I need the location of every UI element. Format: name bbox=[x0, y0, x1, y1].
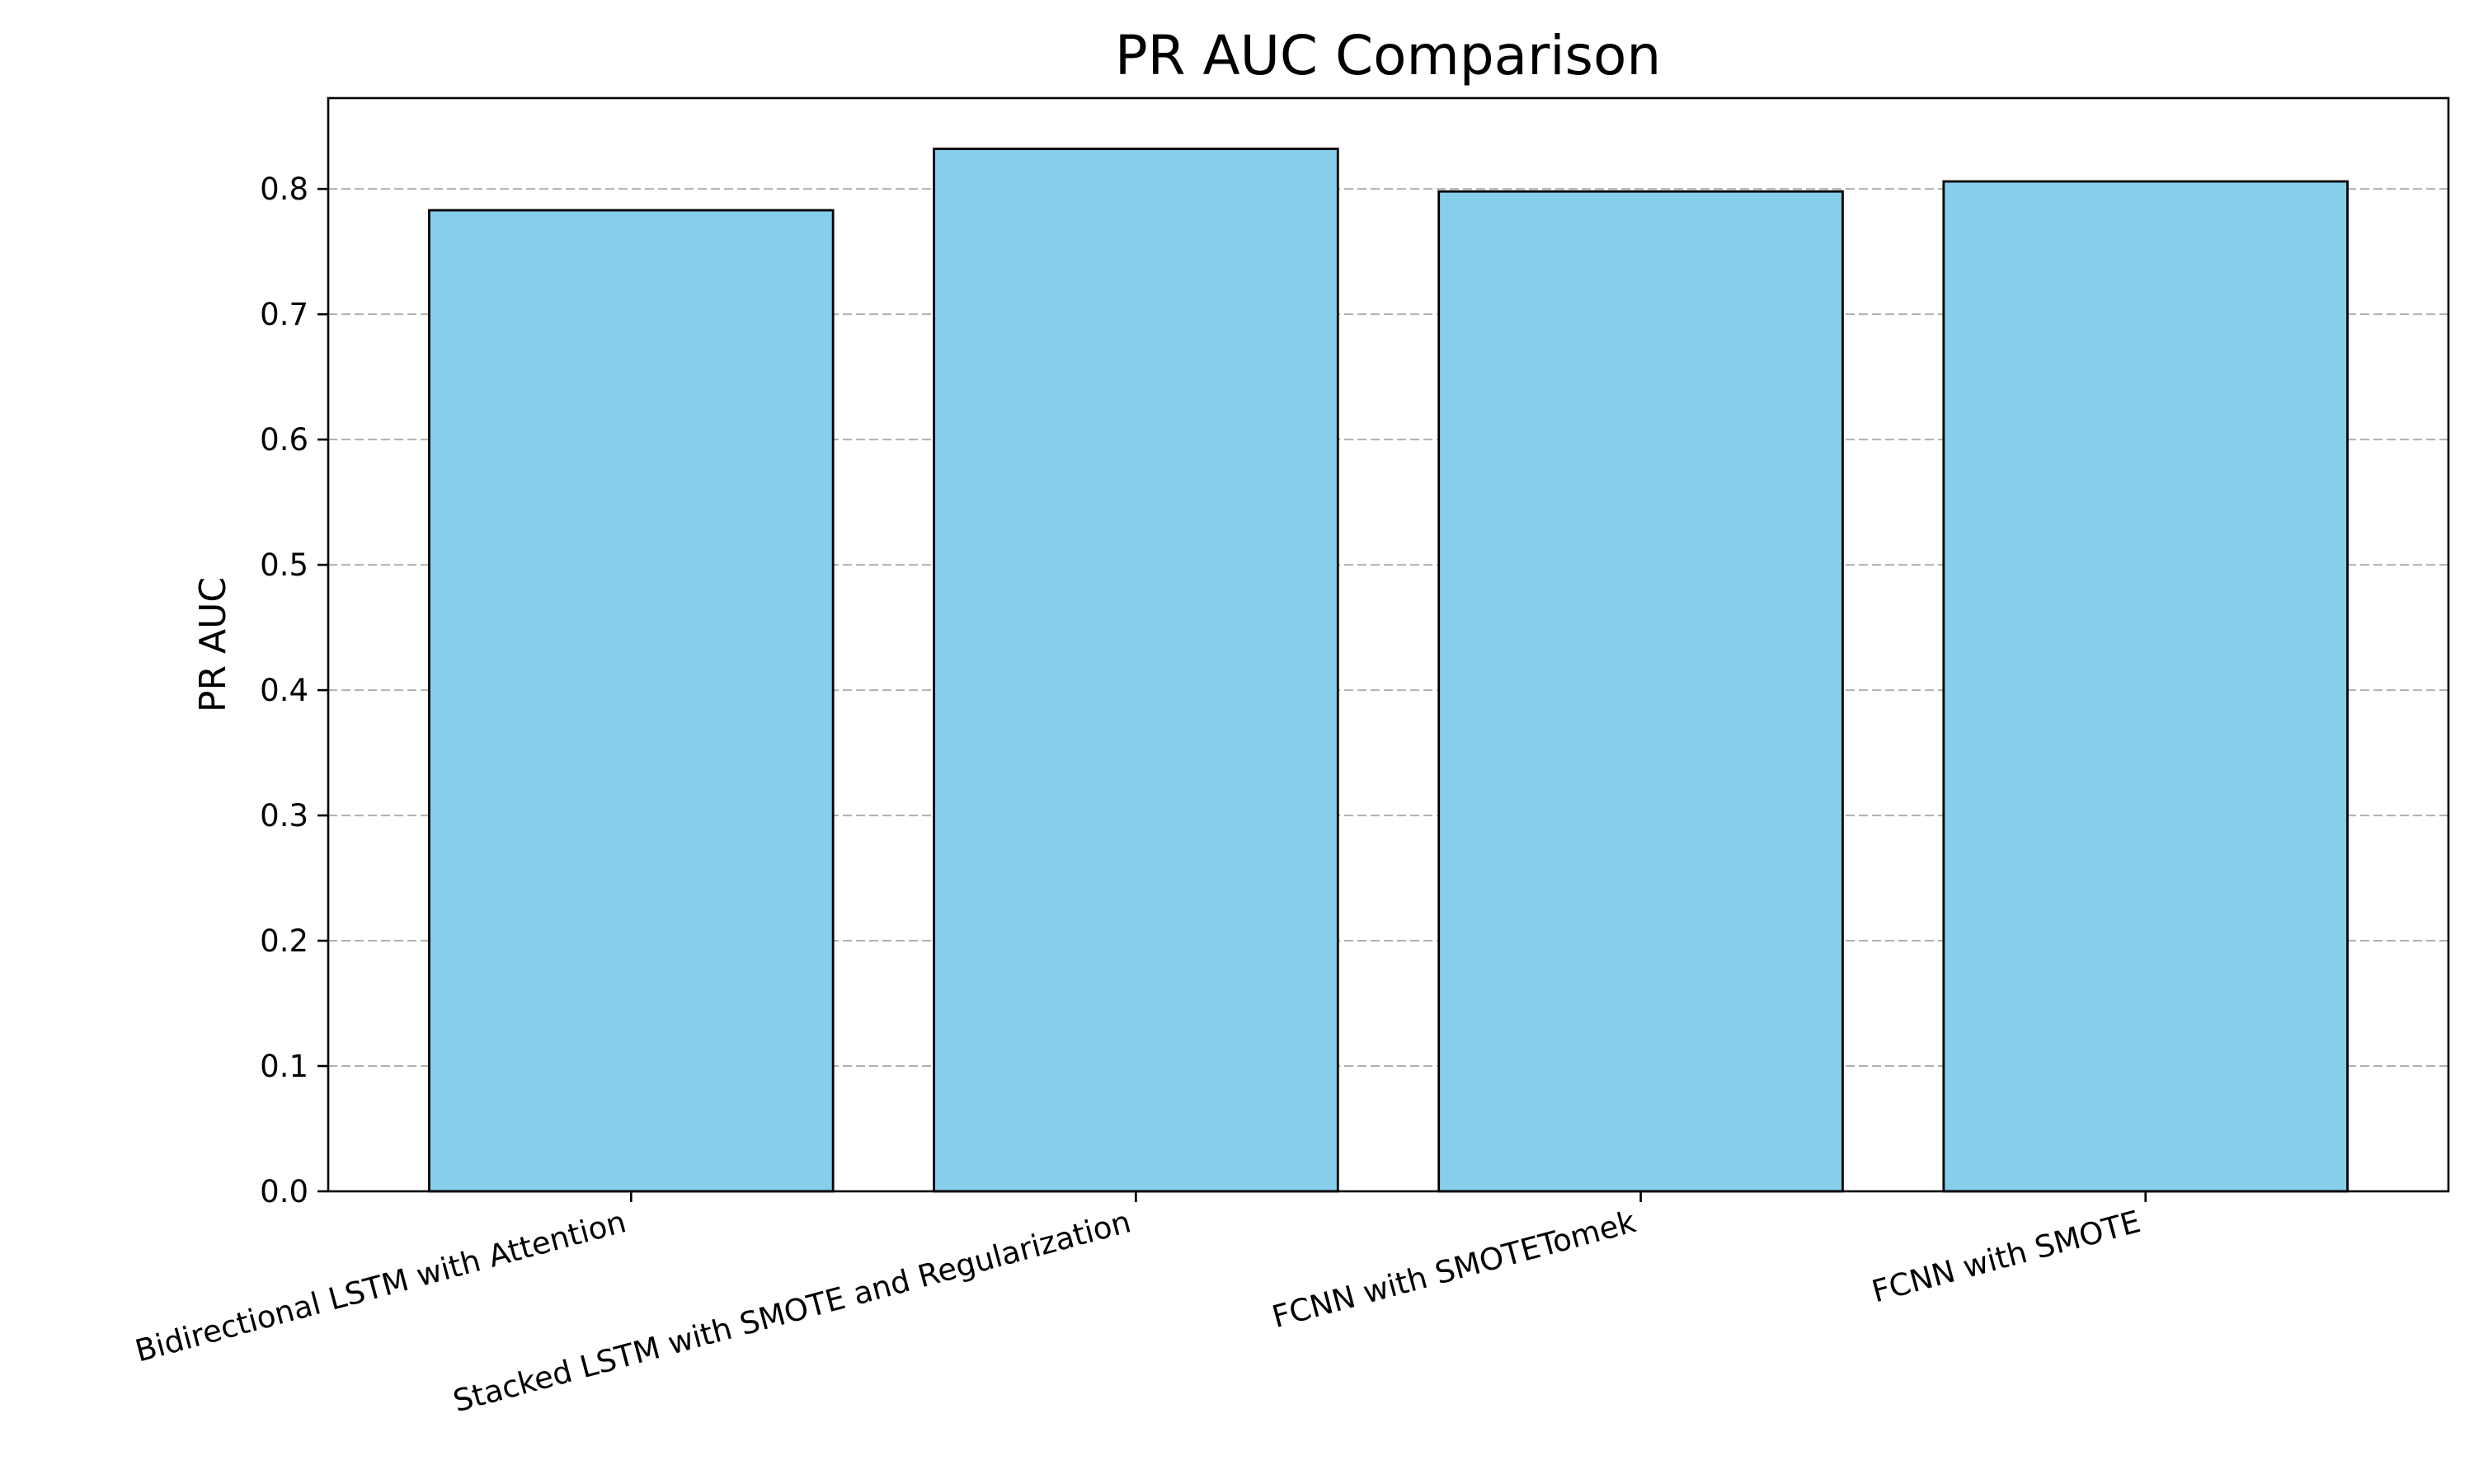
chart-title: PR AUC Comparison bbox=[1115, 24, 1661, 87]
y-tick-label: 0.0 bbox=[260, 1174, 308, 1209]
y-tick-label: 0.4 bbox=[260, 673, 308, 708]
bar bbox=[933, 148, 1339, 1193]
bar bbox=[428, 209, 835, 1193]
bar bbox=[1942, 180, 2349, 1193]
y-tick-label: 0.6 bbox=[260, 422, 308, 458]
y-tick-label: 0.1 bbox=[260, 1049, 308, 1084]
y-tick-label: 0.2 bbox=[260, 923, 308, 959]
grid-lines bbox=[328, 188, 2448, 1068]
bar bbox=[1437, 190, 1844, 1193]
y-tick-label: 0.8 bbox=[260, 171, 308, 207]
y-tick-label: 0.7 bbox=[260, 297, 308, 332]
y-axis-label: PR AUC bbox=[192, 577, 234, 712]
y-tick-label: 0.5 bbox=[260, 547, 308, 583]
y-ticks: 0.0 0.1 0.2 0.3 0.4 0.5 0.6 0.7 0.8 bbox=[260, 171, 328, 1209]
plot-frame bbox=[327, 96, 2450, 1193]
y-tick-label: 0.3 bbox=[260, 798, 308, 834]
